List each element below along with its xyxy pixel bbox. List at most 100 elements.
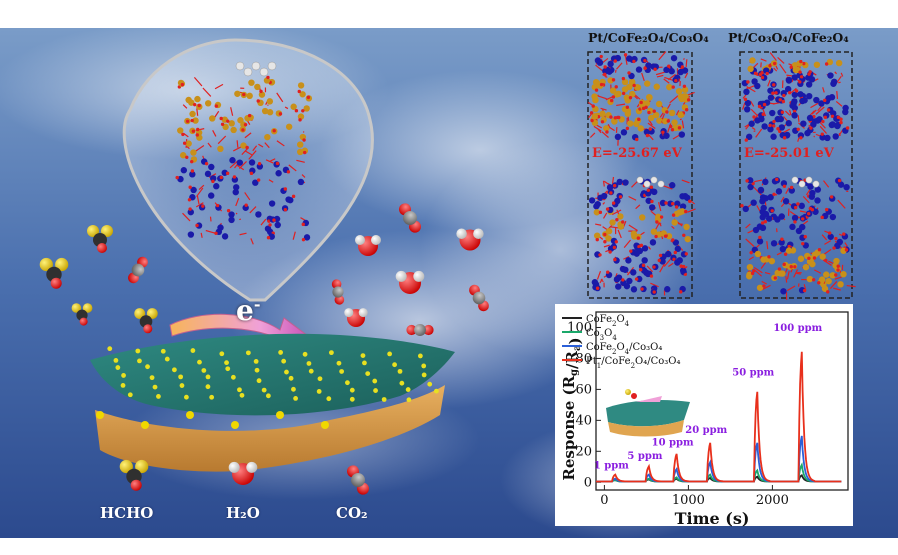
- bubble-atom: [268, 233, 275, 240]
- pt-atom: [636, 176, 644, 184]
- pt-atom: [812, 180, 820, 188]
- bubble-atom: [185, 96, 192, 104]
- dft-left-bottom-atom: [655, 213, 662, 221]
- dft-left-bottom-oxygen-atom: [679, 290, 683, 294]
- bubble-atom: [185, 140, 192, 147]
- dft-right-bottom-oxygen-atom: [824, 207, 829, 212]
- dft-left-bottom-atom: [630, 269, 637, 276]
- dft-left-top-oxygen-atom: [623, 53, 628, 57]
- dft-left-top-oxygen-atom: [635, 137, 639, 142]
- pt-single-atom: [237, 387, 242, 393]
- pt-single-atom: [178, 374, 184, 380]
- dft-left-bottom-oxygen-atom: [595, 286, 600, 290]
- bubble-atom: [204, 170, 212, 178]
- dft-right-top-oxygen-atom: [744, 138, 749, 142]
- pt-atom: [235, 61, 245, 71]
- pt-single-atom: [365, 371, 371, 376]
- pt-single-atom: [197, 359, 202, 365]
- dft-right-bottom-oxygen-atom: [827, 231, 832, 235]
- electron-label: e-: [236, 294, 261, 327]
- dft-left-bottom-oxygen-atom: [612, 184, 617, 188]
- pt-single-atom: [225, 366, 231, 372]
- pt-single-atom: [373, 388, 378, 393]
- dft-right-bottom-oxygen-atom: [793, 205, 798, 210]
- dft-left-top-oxygen-atom: [613, 59, 617, 63]
- dft-left-bottom-oxygen-atom: [671, 213, 676, 217]
- dft-right-bottom-atom: [791, 214, 799, 222]
- pt-atom: [267, 61, 277, 71]
- dft-left-bottom-atom: [649, 239, 657, 246]
- dft-left-top-oxygen-atom: [590, 118, 594, 123]
- bubble-atom: [261, 107, 269, 115]
- bubble-atom: [297, 178, 305, 186]
- dft-left-bottom-atom: [588, 197, 596, 204]
- dft-left-bottom-oxygen-atom: [649, 274, 654, 278]
- water-molecule: [344, 308, 368, 327]
- bubble-oxygen-atom: [190, 118, 194, 123]
- dft-left-bottom-oxygen-atom: [684, 252, 688, 256]
- dft-right-top-atom: [745, 133, 753, 141]
- bubble-atom: [254, 83, 261, 91]
- dft-right-top-oxygen-atom: [830, 114, 835, 119]
- bubble-atom: [232, 188, 239, 196]
- dft-right-bottom-atom: [788, 187, 795, 194]
- pt-single-atom: [115, 365, 121, 370]
- dft-left-bottom-atom: [605, 228, 613, 235]
- dft-left-bottom-atom: [640, 267, 648, 274]
- dft-left-bottom-atom: [669, 182, 676, 189]
- dft-left-top-oxygen-atom: [652, 109, 656, 113]
- dft-right-bottom-atom: [767, 194, 774, 201]
- dft-right-bottom-oxygen-atom: [832, 246, 836, 250]
- pt-single-atom: [145, 364, 150, 370]
- dft-left-bottom-oxygen-atom: [595, 237, 599, 242]
- pt-atom: [791, 176, 799, 184]
- bubble-oxygen-atom: [188, 185, 192, 189]
- dft-left-bottom-oxygen-atom: [658, 253, 663, 258]
- pt-atom: [650, 176, 658, 184]
- y-axis-label: Response (Rg/Ra): [560, 337, 584, 480]
- dft-left-bottom-oxygen-atom: [621, 220, 625, 224]
- dft-right-top-atom: [785, 77, 793, 84]
- pt-single-atom: [345, 380, 350, 386]
- dft-left-top-oxygen-atom: [632, 83, 636, 88]
- dft-right-bottom-oxygen-atom: [844, 248, 849, 252]
- bubble-oxygen-atom: [272, 218, 276, 222]
- dft-right-top-oxygen-atom: [774, 91, 778, 95]
- dft-left-bottom-atom: [639, 214, 646, 221]
- dft-right-top-oxygen-atom: [787, 90, 792, 95]
- dft-right-top-oxygen-atom: [757, 104, 762, 109]
- dft-left-top-atom: [611, 118, 618, 125]
- structure-box-left: [587, 51, 693, 299]
- dft-right-top-oxygen-atom: [773, 61, 777, 66]
- bubble-oxygen-atom: [182, 141, 187, 145]
- dft-left-top-atom: [677, 68, 684, 76]
- dft-right-bottom-oxygen-atom: [740, 203, 744, 208]
- bubble-oxygen-atom: [306, 95, 311, 100]
- dft-right-bottom-oxygen-atom: [770, 209, 774, 213]
- dft-right-bottom-atom: [829, 213, 837, 221]
- dft-left-bottom-atom: [635, 275, 643, 283]
- bubble-atom: [217, 145, 224, 153]
- dft-right-top-atom: [819, 134, 826, 141]
- dft-right-top-atom: [799, 97, 806, 105]
- pt-single-atom: [113, 357, 119, 363]
- dft-right-bottom-oxygen-atom: [834, 236, 838, 241]
- dft-left-top-atom: [629, 90, 636, 98]
- dft-left-top-atom: [603, 125, 610, 132]
- dft-right-bottom-atom: [789, 223, 796, 231]
- dft-left-bottom-oxygen-atom: [649, 185, 654, 189]
- dft-left-top-oxygen-atom: [644, 105, 648, 110]
- dft-left-top-oxygen-atom: [621, 76, 626, 81]
- dft-left-bottom-atom: [641, 245, 649, 252]
- dft-left-top-oxygen-atom: [594, 88, 599, 92]
- pt-single-atom: [427, 381, 433, 387]
- dft-left-top-oxygen-atom: [632, 59, 636, 64]
- dft-left-bottom-atom: [659, 258, 666, 265]
- bubble-atom: [256, 163, 264, 170]
- dft-left-top-atom: [655, 100, 663, 108]
- dft-right-bottom-atom: [779, 270, 786, 277]
- dft-left-top-atom: [653, 83, 660, 90]
- dft-left-bottom-oxygen-atom: [615, 218, 619, 222]
- dft-right-bottom-oxygen-atom: [826, 290, 830, 294]
- dft-right-bottom-atom: [765, 215, 773, 222]
